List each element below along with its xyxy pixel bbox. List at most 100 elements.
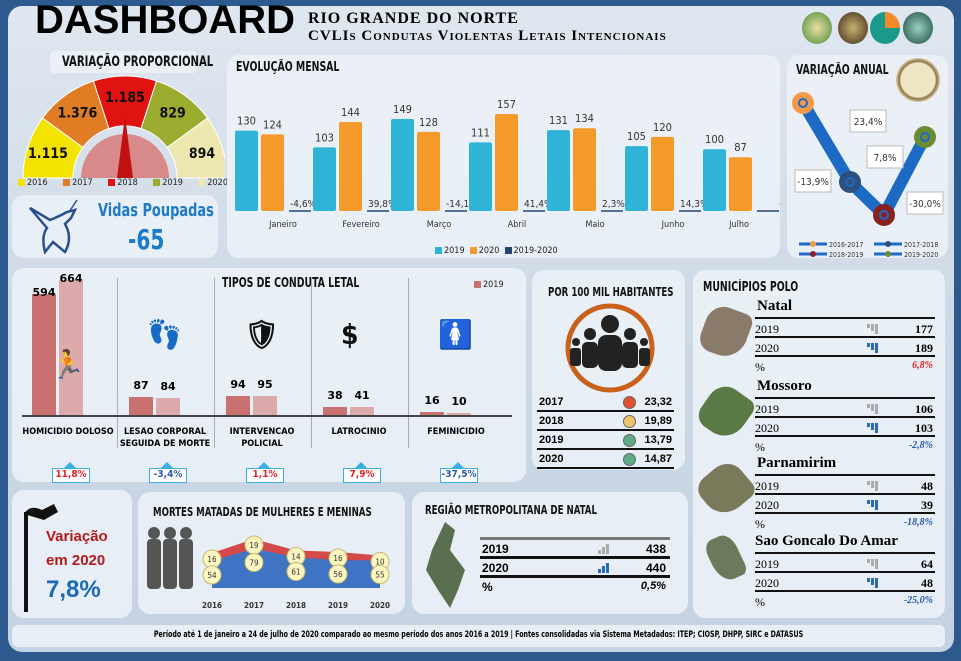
row-value: 48 xyxy=(921,576,933,590)
legend-2020: 2020 xyxy=(478,246,500,256)
municipio-row: 2019 64 xyxy=(755,555,935,573)
mortes-mulheres-chart: 16 54 2016 19 79 2017 14 61 2018 16 56 2019 10 55 2020 xyxy=(202,535,390,610)
variation-badge: -3,4% xyxy=(149,468,187,483)
data-label: 54 xyxy=(207,571,217,580)
bar-2020-Janeiro xyxy=(261,134,284,211)
sesed-logo xyxy=(870,12,900,44)
month-label: Fevereiro xyxy=(342,220,379,230)
annual-line xyxy=(797,99,931,225)
gauge-segment-2020 xyxy=(166,117,225,179)
variation-badge: 11,8% xyxy=(52,468,90,483)
tipos-legend: 2019 xyxy=(474,280,504,290)
row-value: 6,8% xyxy=(912,360,933,371)
annual-label-box xyxy=(906,191,944,215)
regiao-row: 2019 438 xyxy=(480,540,670,559)
category-label: LESAO CORPORAL SEGUIDA DE MORTE xyxy=(119,427,211,449)
variation-label: 2,3% xyxy=(602,199,625,210)
tipos-conduta-panel xyxy=(12,268,526,482)
data-label-bubble xyxy=(286,562,306,581)
data-label: 14 xyxy=(291,553,301,562)
year-label: 2016 xyxy=(202,601,222,610)
municipio-row: 2020 48 xyxy=(755,574,935,592)
bar-chart-icon xyxy=(598,543,610,554)
falling-man-icon: 🏃 xyxy=(50,348,85,381)
people-icon xyxy=(565,303,655,393)
row-value: 106 xyxy=(915,402,933,416)
vidas-poupadas-label: Vidas Poupadas xyxy=(98,200,214,221)
municipio-row: 2019 48 xyxy=(755,477,935,495)
feminicide-icon: 🚺 xyxy=(438,318,473,351)
row-value: 64 xyxy=(921,557,933,571)
bar-2020-Junho xyxy=(651,136,674,211)
data-label: 16 xyxy=(207,555,217,564)
bar-label: 130 xyxy=(237,115,256,128)
annual-point-2018-2019 xyxy=(873,204,895,226)
variation-arrow-icon xyxy=(160,462,174,469)
row-label: % xyxy=(755,517,765,531)
bar-chart-icon xyxy=(867,322,879,334)
row-value: 39 xyxy=(921,498,933,512)
bar-2019-Maio xyxy=(547,130,570,211)
bar-chart-icon xyxy=(867,498,879,510)
bar-2019 xyxy=(32,294,56,415)
variation-badge: 7,9% xyxy=(343,468,381,483)
year-label: 2017 xyxy=(244,601,264,610)
bar-label: 87 xyxy=(734,141,747,154)
data-label-bubble xyxy=(328,564,348,584)
evolucao-mensal-chart: 130 124 -4,6% Janeiro 103 144 39,8% Fevereiro 14… xyxy=(235,98,780,230)
gauge-value-2019: 829 xyxy=(159,105,185,121)
category-divider xyxy=(408,278,409,448)
regiao-row: 2020 440 xyxy=(480,559,670,578)
per100k-dot xyxy=(623,415,636,428)
annual-label: 7,8% xyxy=(874,153,897,164)
bar-2020 xyxy=(59,280,83,415)
per100k-year: 2018 xyxy=(539,415,564,427)
bar-label: 16 xyxy=(424,393,440,407)
bar-label: 87 xyxy=(133,379,149,393)
bar-chart-icon xyxy=(867,402,879,414)
mortes-mulheres-title: MORTES MATADAS DE MULHERES E MENINAS xyxy=(153,505,372,519)
bar-chart-icon xyxy=(867,421,879,433)
bar-2020 xyxy=(253,395,277,415)
annual-label: 23,4% xyxy=(854,117,883,128)
bar-label: 120 xyxy=(653,121,672,134)
gauge-value-2016: 1.115 xyxy=(28,146,68,162)
bar-label: 134 xyxy=(575,112,594,125)
annual-label: -30,0% xyxy=(909,199,941,210)
bar-2019-Junho xyxy=(625,146,648,211)
bar-label: 41 xyxy=(354,388,370,402)
regiao-value: 438 xyxy=(645,542,666,556)
per100k-row-2017: 2017 23,32 xyxy=(537,393,674,412)
row-value: -18,8% xyxy=(903,517,933,528)
regiao-value: 0,5% xyxy=(640,580,666,592)
month-label: Janeiro xyxy=(268,220,297,230)
row-label: 2019 xyxy=(755,402,779,416)
regiao-value: 440 xyxy=(645,561,666,575)
per100k-row-2020: 2020 14,87 xyxy=(537,450,674,469)
row-label: % xyxy=(755,360,765,374)
street-lamp-icon xyxy=(24,504,58,612)
per100k-row-2019: 2019 13,79 xyxy=(537,431,674,450)
bar-chart-icon xyxy=(598,562,610,573)
data-label: 16 xyxy=(333,554,343,563)
category-label: INTERVENCAO POLICIAL xyxy=(229,427,295,449)
regiao-table: 2019 438 2020 440% 0,5% xyxy=(480,537,670,597)
bar-2020-Abril xyxy=(495,114,518,211)
bar-label: 94 xyxy=(230,377,246,391)
gauge-value-2017: 1.376 xyxy=(57,105,97,121)
row-value: 189 xyxy=(915,341,933,355)
variation-badge: -37,5% xyxy=(440,468,478,483)
proportional-gauge: 1.115 1.376 1.185 829 894 xyxy=(22,75,225,179)
bar-label: 84 xyxy=(160,379,176,393)
subtitle-description: CVLIs Condutas Violentas Letais Intencio… xyxy=(308,28,667,44)
category-label: FEMINICIDIO xyxy=(427,427,485,437)
municipio-rule xyxy=(755,397,935,399)
row-label: 2020 xyxy=(755,498,779,512)
row-label: 2020 xyxy=(755,421,779,435)
regiao-panel xyxy=(412,492,688,614)
annual-legend-2019-2020: 2019-2020 xyxy=(904,251,938,258)
policia-civil-logo xyxy=(838,12,868,44)
regiao-map-image xyxy=(426,522,465,608)
month-label: Julho xyxy=(728,220,749,230)
year-label: 2019 xyxy=(328,601,348,610)
